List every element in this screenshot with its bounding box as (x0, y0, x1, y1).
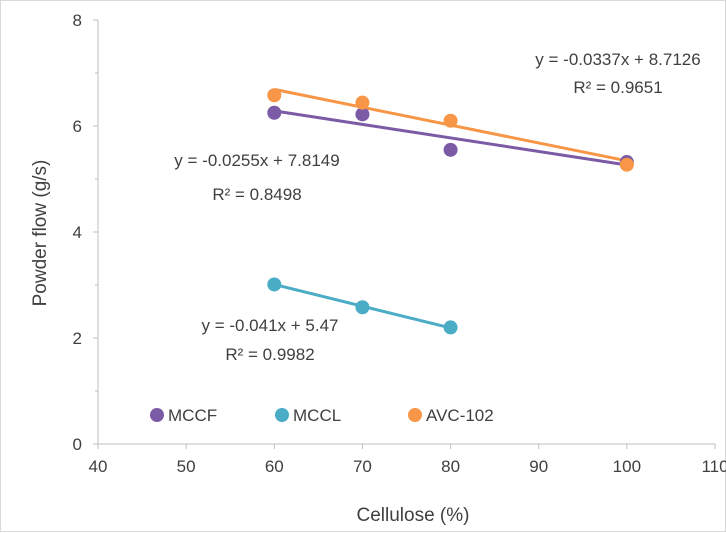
mccl-data-point (355, 300, 370, 315)
data-points (267, 88, 634, 335)
mccl-trendline-r2: R² = 0.9982 (225, 345, 314, 364)
x-tick-label: 110 (701, 457, 726, 476)
x-tick-label: 60 (265, 457, 284, 476)
legend-item-avc-102: AVC-102 (408, 406, 494, 425)
y-tick-label: 6 (73, 117, 82, 136)
x-tick-label: 40 (89, 457, 108, 476)
trendline-equations: y = -0.0255x + 7.8149 R² = 0.8498 y = -0.0… (174, 50, 700, 364)
y-tick-label: 8 (73, 11, 82, 30)
mccl-trendline-equation: y = -0.041x + 5.47 (201, 316, 338, 335)
y-tick-label: 4 (73, 223, 82, 242)
legend-item-mccf: MCCF (150, 406, 217, 425)
avc-102-data-point (267, 88, 282, 103)
legend-marker-mccf (150, 408, 164, 422)
mccf-trendline-equation: y = -0.0255x + 7.8149 (174, 151, 339, 170)
avc-102-data-point (443, 113, 458, 128)
mccf-trendline (274, 109, 628, 167)
x-tick-label: 100 (613, 457, 641, 476)
y-tick-label: 2 (73, 329, 82, 348)
avc-102-data-point (355, 95, 370, 110)
y-tick-label: 0 (73, 435, 82, 454)
x-tick-label: 90 (529, 457, 548, 476)
x-axis-title: Cellulose (%) (357, 505, 470, 526)
avc-102-data-point (619, 157, 634, 172)
legend-label-mccl: MCCL (293, 406, 341, 425)
legend-marker-mccl (275, 408, 289, 422)
y-axis-title: Powder flow (g/s) (30, 160, 51, 307)
mccl-data-point (267, 277, 282, 292)
mccf-data-point (355, 107, 370, 122)
avc-102-trendline-equation: y = -0.0337x + 8.7126 (535, 50, 700, 69)
legend-label-mccf: MCCF (168, 406, 217, 425)
mccf-trendline-r2: R² = 0.8498 (212, 185, 301, 204)
mccf-data-point (443, 142, 458, 157)
legend-label-avc-102: AVC-102 (426, 406, 494, 425)
x-tick-label: 80 (441, 457, 460, 476)
x-tick-label: 50 (177, 457, 196, 476)
avc-102-trendline-r2: R² = 0.9651 (573, 78, 662, 97)
legend: MCCF MCCL AVC-102 (150, 406, 494, 425)
x-tick-label: 70 (353, 457, 372, 476)
mccf-data-point (267, 105, 282, 120)
mccl-data-point (443, 320, 458, 335)
legend-item-mccl: MCCL (275, 406, 341, 425)
ticks: 0 2 4 6 8 40 50 60 70 80 90 100 110 (73, 11, 726, 476)
legend-marker-avc-102 (408, 408, 422, 422)
